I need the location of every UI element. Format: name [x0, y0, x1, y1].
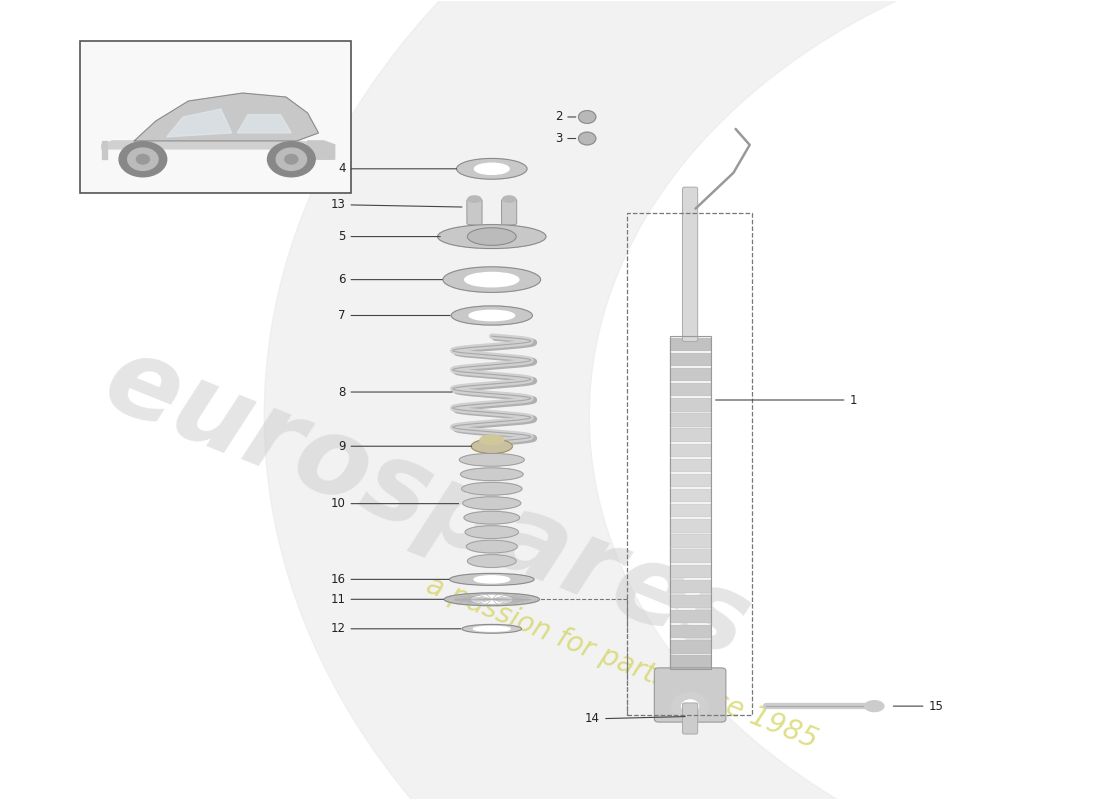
Bar: [670, 458, 711, 472]
Text: 11: 11: [330, 593, 443, 606]
Text: 3: 3: [554, 132, 575, 145]
Ellipse shape: [464, 511, 519, 524]
Circle shape: [276, 148, 307, 170]
Bar: [670, 353, 711, 366]
Circle shape: [136, 154, 150, 164]
Ellipse shape: [451, 306, 532, 325]
Bar: [670, 429, 711, 442]
Polygon shape: [134, 93, 318, 141]
Text: 4: 4: [338, 162, 456, 175]
Ellipse shape: [450, 574, 535, 586]
Bar: [670, 595, 711, 608]
Text: a passion for parts since 1985: a passion for parts since 1985: [422, 571, 822, 754]
Ellipse shape: [865, 701, 884, 712]
Bar: [670, 550, 711, 562]
Circle shape: [681, 700, 698, 713]
Bar: [670, 519, 711, 533]
Text: 2: 2: [554, 110, 575, 123]
Bar: [80, 42, 351, 193]
Circle shape: [267, 142, 316, 177]
Ellipse shape: [474, 576, 509, 583]
FancyBboxPatch shape: [654, 668, 726, 722]
Ellipse shape: [465, 526, 518, 538]
Circle shape: [128, 148, 158, 170]
Polygon shape: [101, 141, 107, 159]
Polygon shape: [308, 141, 334, 159]
Ellipse shape: [468, 196, 481, 202]
Bar: [670, 534, 711, 548]
Ellipse shape: [462, 625, 521, 633]
Bar: [670, 655, 711, 669]
Text: 14: 14: [585, 712, 685, 726]
Ellipse shape: [456, 158, 527, 179]
Ellipse shape: [466, 540, 517, 553]
Bar: [670, 565, 711, 578]
Ellipse shape: [468, 554, 516, 567]
Polygon shape: [101, 141, 334, 149]
Circle shape: [579, 132, 596, 145]
Ellipse shape: [462, 482, 522, 495]
Ellipse shape: [503, 196, 516, 202]
Bar: [670, 443, 711, 457]
Text: 8: 8: [338, 386, 452, 398]
FancyBboxPatch shape: [466, 199, 482, 225]
Polygon shape: [264, 0, 1054, 800]
Ellipse shape: [443, 267, 540, 292]
Bar: [670, 610, 711, 623]
Circle shape: [285, 154, 298, 164]
Text: 10: 10: [331, 497, 459, 510]
Ellipse shape: [468, 228, 516, 246]
FancyBboxPatch shape: [682, 703, 697, 734]
Text: 13: 13: [331, 198, 462, 211]
Text: 7: 7: [338, 309, 450, 322]
Text: 15: 15: [893, 700, 944, 713]
FancyBboxPatch shape: [502, 199, 517, 225]
Circle shape: [672, 693, 708, 720]
Polygon shape: [238, 114, 292, 133]
Ellipse shape: [469, 310, 515, 321]
FancyBboxPatch shape: [682, 187, 697, 342]
Ellipse shape: [480, 435, 504, 445]
Text: 6: 6: [338, 273, 442, 286]
Text: 12: 12: [330, 622, 461, 635]
Bar: [670, 398, 711, 411]
Text: 16: 16: [330, 573, 449, 586]
Bar: [670, 474, 711, 487]
Text: 1: 1: [716, 394, 857, 406]
Bar: [670, 580, 711, 593]
Ellipse shape: [461, 468, 524, 481]
Bar: [670, 489, 711, 502]
Bar: [670, 383, 711, 396]
Text: 5: 5: [338, 230, 440, 243]
Bar: [670, 625, 711, 638]
Bar: [670, 640, 711, 654]
Text: 9: 9: [338, 440, 472, 453]
Ellipse shape: [438, 225, 546, 249]
Ellipse shape: [474, 163, 509, 174]
Bar: [670, 504, 711, 518]
Ellipse shape: [460, 454, 525, 466]
Ellipse shape: [463, 497, 520, 510]
Ellipse shape: [472, 595, 512, 603]
Bar: [627, 213, 752, 715]
Bar: [670, 336, 711, 669]
Ellipse shape: [444, 593, 539, 606]
Bar: [670, 414, 711, 426]
Text: eurospares: eurospares: [89, 326, 764, 681]
Circle shape: [119, 142, 167, 177]
Ellipse shape: [464, 273, 519, 286]
Bar: [670, 338, 711, 351]
Ellipse shape: [473, 626, 510, 631]
Bar: [670, 368, 711, 382]
Polygon shape: [167, 109, 232, 137]
Circle shape: [579, 110, 596, 123]
Ellipse shape: [471, 439, 513, 454]
